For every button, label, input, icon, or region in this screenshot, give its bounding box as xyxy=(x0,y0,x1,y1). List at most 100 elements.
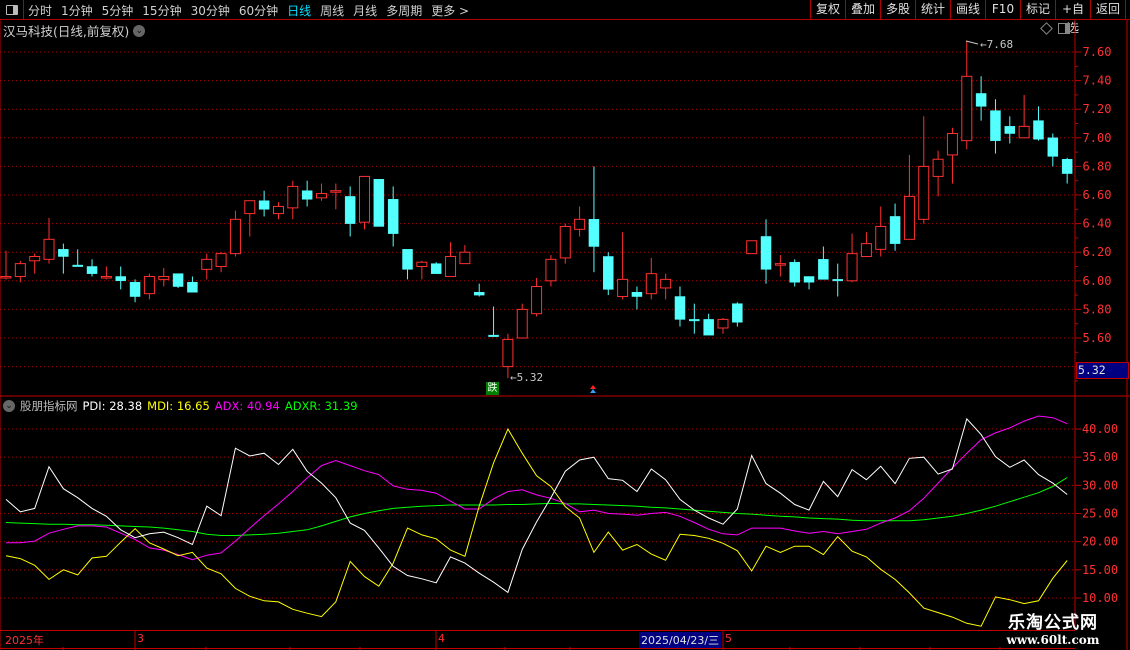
candle-down xyxy=(674,296,686,320)
high-pointer xyxy=(965,40,979,45)
candle-down xyxy=(86,266,98,274)
sidebar-toggle-icon[interactable] xyxy=(0,0,24,19)
candle-up xyxy=(903,195,915,240)
fall-badge: 跌 xyxy=(486,382,499,395)
candle-up xyxy=(330,190,342,193)
chevron-down-icon[interactable]: ⌄ xyxy=(3,400,15,412)
f10-button[interactable]: F10 xyxy=(985,0,1020,19)
candle-down xyxy=(703,319,714,336)
candle-down xyxy=(990,110,1001,141)
adxr-label: ADXR: 31.39 xyxy=(284,399,358,413)
candle-up xyxy=(531,286,543,315)
candle-down xyxy=(72,264,83,267)
tab-more[interactable]: 更多 > xyxy=(431,4,470,18)
candle-up xyxy=(559,225,571,259)
tab-15min[interactable]: 15分钟 xyxy=(142,4,182,18)
watermark-logo: 乐淘公式网 www.60lt.com xyxy=(993,608,1113,647)
price-axis-label: 5.60 xyxy=(1083,331,1112,345)
month-label-4: 4 xyxy=(438,632,445,645)
month-label-3: 3 xyxy=(137,632,144,645)
candle-up xyxy=(617,278,629,298)
chart-tools xyxy=(1040,22,1070,35)
tab-5min[interactable]: 5分钟 xyxy=(101,4,134,18)
high-value: 7.68 xyxy=(986,38,1014,51)
candle-up xyxy=(660,278,672,289)
price-axis-label: 6.20 xyxy=(1083,245,1112,259)
tab-multi-period[interactable]: 多周期 xyxy=(386,4,423,18)
chevron-down-icon[interactable]: ⌄ xyxy=(133,24,146,37)
candle-down xyxy=(172,273,184,287)
candle-up xyxy=(932,158,944,177)
candle-down xyxy=(760,236,772,270)
mark-button[interactable]: 标记 xyxy=(1020,0,1055,19)
price-axis-label: 6.00 xyxy=(1083,274,1112,288)
indicator-axis-label: 15.00 xyxy=(1082,563,1118,577)
candle-down xyxy=(889,216,901,244)
pdi-label: PDI: 28.38 xyxy=(82,399,143,413)
panel-toggle-icon[interactable] xyxy=(1058,23,1070,34)
candle-down xyxy=(301,190,313,200)
candle-up xyxy=(143,276,155,295)
candle-down xyxy=(588,219,600,247)
candle-up xyxy=(860,243,872,257)
tab-monthly[interactable]: 月线 xyxy=(353,4,378,18)
watermark-url: www.60lt.com xyxy=(1006,633,1100,647)
statistics-button[interactable]: 统计 xyxy=(915,0,950,19)
candle-up xyxy=(215,253,227,268)
candle-down xyxy=(402,249,413,270)
candle-up xyxy=(43,238,55,260)
candle-down xyxy=(975,93,987,107)
candle-down xyxy=(818,259,829,280)
candle-up xyxy=(918,165,930,220)
rights-adjust-button[interactable]: 复权 xyxy=(810,0,845,19)
candle-down xyxy=(187,281,198,293)
candle-up xyxy=(272,205,284,215)
candle-up xyxy=(746,240,758,255)
tab-fenshi[interactable]: 分时 xyxy=(28,4,53,18)
candle-down xyxy=(603,256,614,290)
candle-up xyxy=(244,200,256,215)
signal-up-marker xyxy=(590,389,596,393)
draw-line-button[interactable]: 画线 xyxy=(950,0,985,19)
date-axis: 2025年 3 4 2025/04/23/三 5 xyxy=(0,630,1075,649)
tab-60min[interactable]: 60分钟 xyxy=(238,4,279,18)
candle-up xyxy=(961,75,973,142)
tab-30min[interactable]: 30分钟 xyxy=(190,4,230,18)
candle-up xyxy=(946,133,958,156)
candle-down xyxy=(832,279,843,282)
candle-up xyxy=(846,253,858,282)
candle-down xyxy=(1047,137,1059,157)
candle-up xyxy=(229,218,241,255)
candle-down xyxy=(344,196,356,224)
back-button[interactable]: 返回 xyxy=(1090,0,1126,19)
indicator-axis-label: 10.00 xyxy=(1082,591,1118,605)
price-axis-label: 5.80 xyxy=(1083,302,1112,316)
price-axis-label: 6.80 xyxy=(1083,159,1112,173)
month-label-5: 5 xyxy=(725,632,732,645)
overlay-button[interactable]: 叠加 xyxy=(845,0,880,19)
mdi-label: MDI: 16.65 xyxy=(147,399,210,413)
period-tabs: 分时 1分钟 5分钟 15分钟 30分钟 60分钟 日线 周线 月线 多周期 更… xyxy=(28,2,469,19)
candle-down xyxy=(789,261,800,283)
tab-weekly[interactable]: 周线 xyxy=(320,4,345,18)
indicator-axis-label: 20.00 xyxy=(1082,535,1118,549)
candle-down xyxy=(387,199,399,234)
adx-line xyxy=(6,415,1068,561)
candle-up xyxy=(774,263,786,266)
adx-label: ADX: 40.94 xyxy=(214,399,280,413)
tab-1min[interactable]: 1分钟 xyxy=(61,4,93,18)
multi-stock-button[interactable]: 多股 xyxy=(880,0,915,19)
candle-down xyxy=(732,303,743,323)
candle-down xyxy=(58,249,69,257)
chart-title: 汉马科技(日线,前复权) ⌄ xyxy=(3,21,146,40)
candle-up xyxy=(315,193,327,199)
price-axis-label: 6.60 xyxy=(1083,188,1112,202)
candle-up xyxy=(201,258,213,270)
indicator-name: 股朋指标网 xyxy=(20,399,78,413)
candle-down xyxy=(803,276,815,283)
pdi-line xyxy=(5,417,1068,594)
candle-down xyxy=(430,263,442,274)
tab-daily[interactable]: 日线 xyxy=(287,4,312,18)
candle-up xyxy=(459,251,471,265)
